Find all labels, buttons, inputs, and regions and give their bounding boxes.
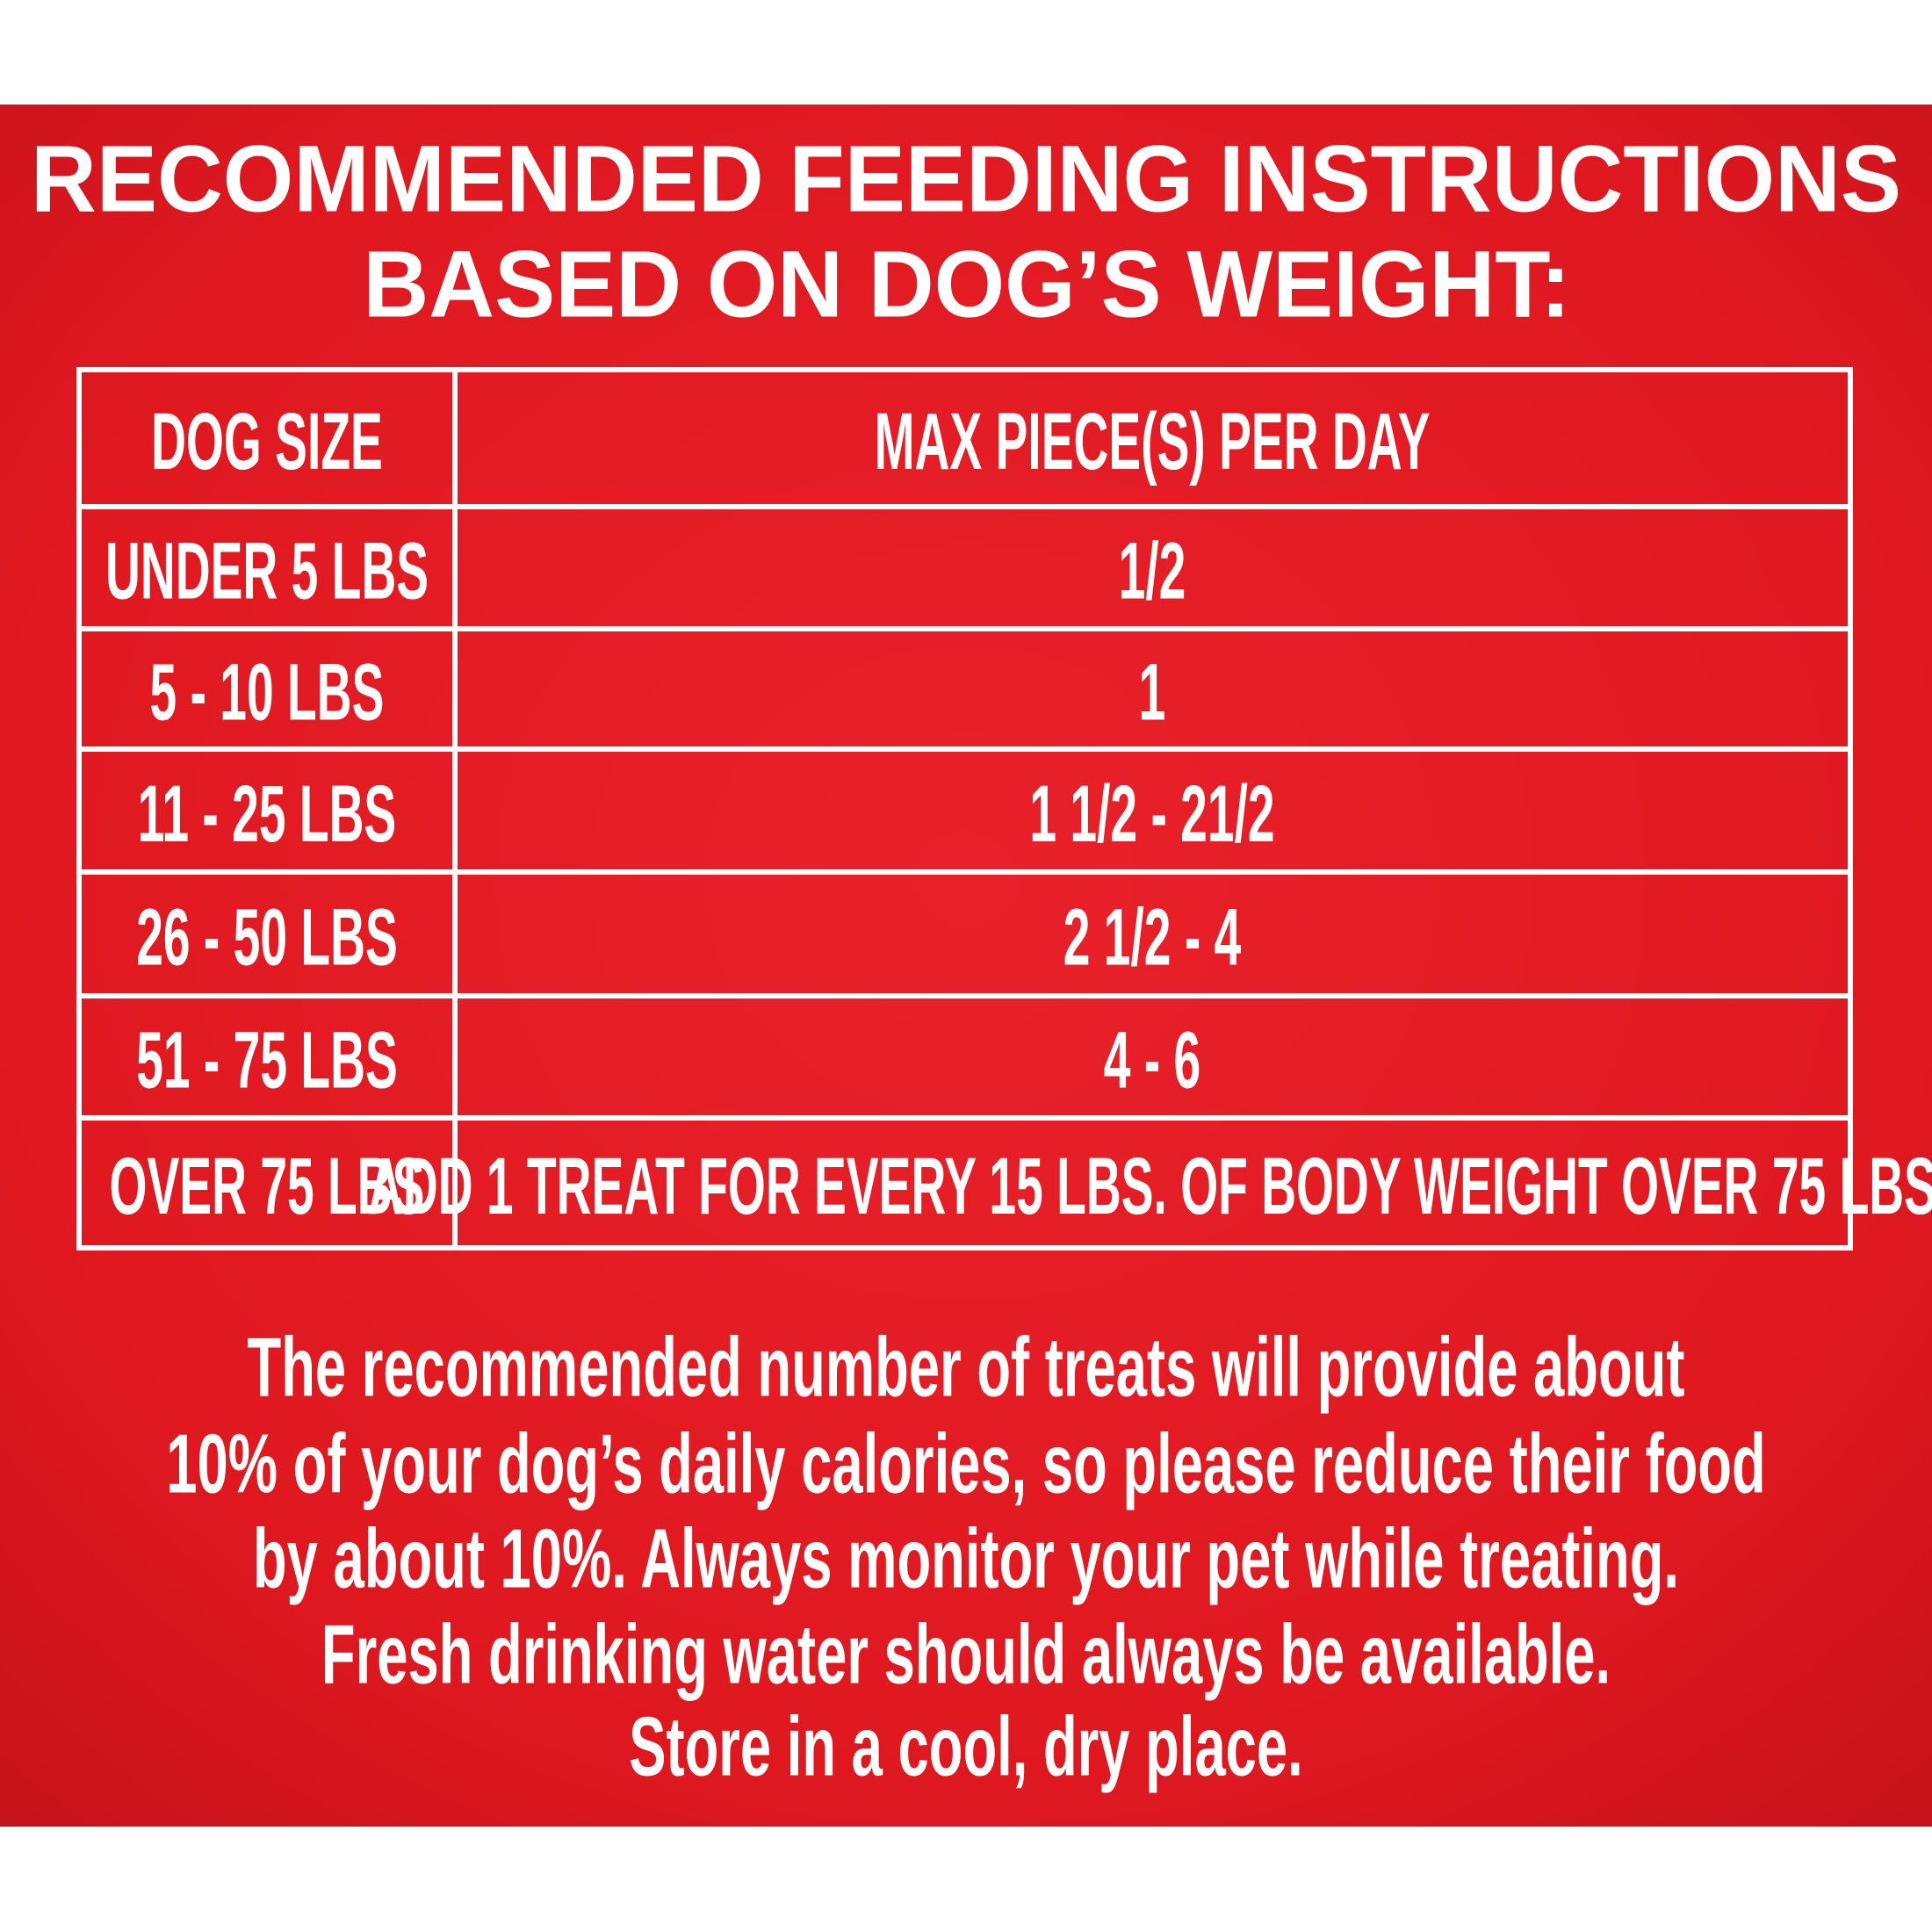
table-cell: OVER 75 LBS (110, 1141, 425, 1231)
table-text: DOG SIZE MAX PIECE(S) PER DAY UNDER 5 LBS 1… (105, 396, 1932, 1231)
table-cell: 4 - 6 (1104, 1015, 1200, 1106)
table-cell: 26 - 50 LBS (136, 892, 398, 983)
notes-text: The recommended number of treats will pr… (166, 1320, 1765, 1793)
header-cell: MAX PIECE(S) PER DAY (875, 396, 1431, 487)
table-cell: 11 - 25 LBS (138, 768, 397, 859)
title-line: RECOMMENDED FEEDING INSTRUCTIONS (31, 126, 1901, 232)
title-line: BASED ON DOG’S WEIGHT: (364, 231, 1571, 337)
note-line: Store in a cool, dry place. (629, 1699, 1303, 1793)
table-cell: 1 (1139, 647, 1166, 738)
table: DOG SIZE MAX PIECE(S) PER DAY UNDER 5 LBS 1… (79, 396, 1932, 1232)
note-line: Fresh drinking water should always be av… (321, 1607, 1611, 1701)
red-background (0, 105, 1932, 1827)
table-cell: 1/2 (1119, 526, 1186, 616)
note-line: The recommended number of treats will pr… (248, 1320, 1685, 1414)
header-cell: DOG SIZE (151, 396, 383, 487)
table-cell: 2 1/2 - 4 (1063, 892, 1242, 983)
table-cell: 5 - 10 LBS (150, 647, 385, 738)
table-cell: UNDER 5 LBS (105, 526, 429, 616)
table-cell: 1 1/2 - 21/2 (1029, 768, 1274, 859)
table-cell: ADD 1 TREAT FOR EVERY 15 LBS. OF BODY WE… (368, 1141, 1932, 1231)
notes: The recommended number of treats will pr… (166, 1320, 1765, 1793)
table-frame (76, 367, 1853, 1251)
table-cell: 51 - 75 LBS (136, 1015, 398, 1106)
note-line: 10% of your dog’s daily calories, so ple… (166, 1417, 1765, 1510)
note-line: by about 10%. Always monitor your pet wh… (253, 1511, 1679, 1605)
